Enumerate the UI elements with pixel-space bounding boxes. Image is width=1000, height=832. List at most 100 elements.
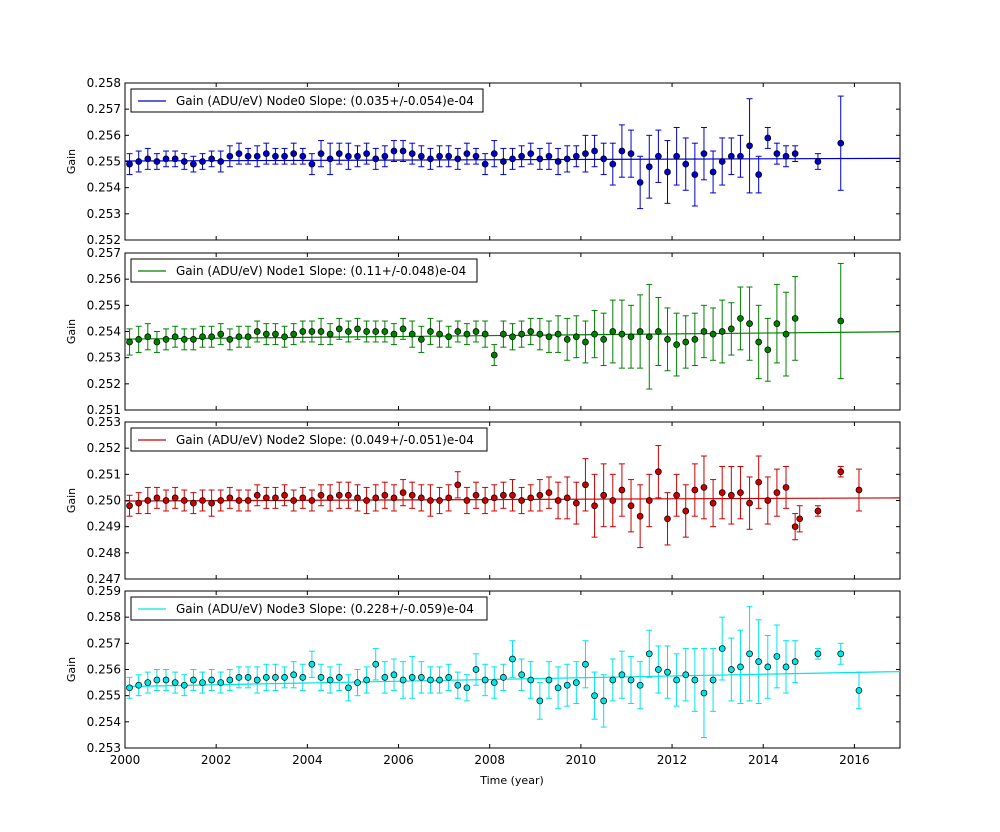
data-point: [737, 663, 744, 671]
y-tick-label: 0.248: [87, 546, 121, 560]
data-point: [727, 666, 735, 673]
data-point: [290, 150, 298, 157]
data-point: [691, 486, 699, 494]
data-point: [582, 481, 589, 489]
data-point: [673, 491, 680, 499]
x-tick-label: 2006: [383, 753, 414, 767]
data-point: [718, 489, 726, 496]
data-point: [545, 676, 553, 684]
data-point: [281, 491, 288, 499]
data-point: [354, 152, 361, 160]
data-point: [481, 160, 489, 168]
data-point: [335, 325, 343, 333]
data-point: [791, 658, 799, 666]
data-point: [591, 330, 598, 338]
data-point: [436, 152, 443, 160]
data-point: [664, 668, 671, 676]
data-point: [408, 491, 416, 499]
data-point: [199, 497, 206, 504]
data-point: [500, 330, 507, 338]
data-point: [354, 494, 361, 502]
data-point: [773, 150, 781, 157]
data-point: [363, 150, 370, 157]
data-point: [582, 660, 589, 668]
data-point: [272, 673, 279, 681]
data-point: [326, 676, 334, 684]
data-point: [655, 328, 662, 335]
data-point: [126, 160, 133, 168]
data-point: [317, 673, 325, 681]
data-point: [600, 336, 608, 343]
data-point: [226, 676, 234, 684]
data-point: [627, 676, 635, 684]
data-point: [682, 507, 690, 515]
data-point: [436, 676, 443, 684]
data-point: [162, 336, 170, 343]
data-point: [208, 333, 215, 341]
data-point: [518, 152, 525, 160]
data-point: [618, 486, 626, 494]
y-tick-label: 0.257: [87, 246, 121, 260]
data-point: [445, 494, 453, 502]
data-point: [299, 152, 307, 160]
data-point: [755, 171, 763, 178]
data-point: [655, 468, 662, 476]
data-point: [636, 681, 644, 689]
data-point: [554, 330, 562, 338]
panels-group: 0.252 0.253 0.254 0.255 0.256 0.257 0.258 Gain G…: [65, 76, 901, 767]
data-point: [253, 152, 261, 160]
data-point: [226, 336, 234, 343]
legend-label: Gain (ADU/eV) Node1 Slope: (0.11+/-0.048…: [176, 264, 466, 278]
data-point: [691, 171, 699, 178]
data-point: [472, 328, 480, 335]
data-point: [481, 497, 489, 504]
panel-node2: 0.247 0.248 0.249 0.250 0.251 0.252 0.253 Gain G…: [65, 415, 901, 586]
data-point: [582, 150, 589, 157]
data-point: [454, 155, 462, 163]
data-point: [253, 328, 261, 335]
data-point: [417, 673, 425, 681]
data-point: [814, 158, 822, 165]
data-point: [372, 328, 380, 335]
data-point: [527, 676, 535, 684]
data-point: [545, 333, 553, 341]
data-point: [855, 687, 863, 694]
fit-line: [125, 670, 900, 688]
data-point: [463, 150, 471, 157]
y-tick-label: 0.258: [87, 76, 121, 90]
data-point: [527, 328, 535, 335]
data-point: [814, 650, 822, 658]
data-series: [125, 262, 900, 390]
data-point: [463, 684, 471, 692]
data-point: [718, 328, 726, 335]
data-point: [727, 491, 735, 499]
data-point: [500, 158, 507, 165]
data-point: [591, 692, 598, 700]
data-point: [727, 325, 735, 333]
data-point: [244, 673, 252, 681]
data-point: [490, 494, 498, 502]
data-point: [554, 497, 562, 504]
data-point: [299, 328, 307, 335]
data-point: [290, 330, 298, 338]
x-axis-label: Time (year): [479, 774, 544, 787]
data-point: [791, 523, 799, 531]
y-tick-label: 0.252: [87, 377, 121, 391]
data-point: [691, 336, 699, 343]
y-tick-label: 0.252: [87, 441, 121, 455]
data-point: [253, 491, 261, 499]
data-point: [345, 684, 352, 692]
x-tick-label: 2012: [657, 753, 688, 767]
data-point: [317, 491, 325, 499]
data-point: [335, 491, 343, 499]
data-point: [645, 333, 653, 341]
data-point: [709, 168, 717, 176]
data-point: [417, 494, 425, 502]
data-point: [180, 497, 188, 504]
data-point: [372, 155, 380, 163]
data-point: [180, 158, 188, 165]
data-point: [417, 336, 425, 343]
data-point: [390, 147, 398, 155]
y-tick-label: 0.253: [87, 741, 121, 755]
y-tick-label: 0.249: [87, 520, 121, 534]
